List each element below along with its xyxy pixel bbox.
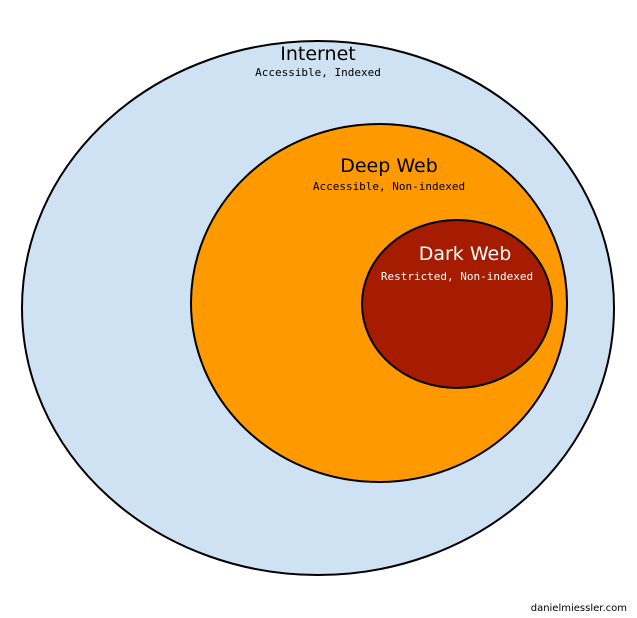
dark-web-ellipse [361, 219, 553, 389]
internet-title: Internet [280, 43, 355, 65]
dark-web-subtitle: Restricted, Non-indexed [381, 270, 533, 283]
credit-text: danielmiessler.com [531, 603, 627, 614]
internet-subtitle: Accessible, Indexed [255, 66, 381, 79]
dark-web-title: Dark Web [419, 243, 512, 265]
deep-web-subtitle: Accessible, Non-indexed [313, 180, 465, 193]
deep-web-title: Deep Web [340, 155, 438, 177]
